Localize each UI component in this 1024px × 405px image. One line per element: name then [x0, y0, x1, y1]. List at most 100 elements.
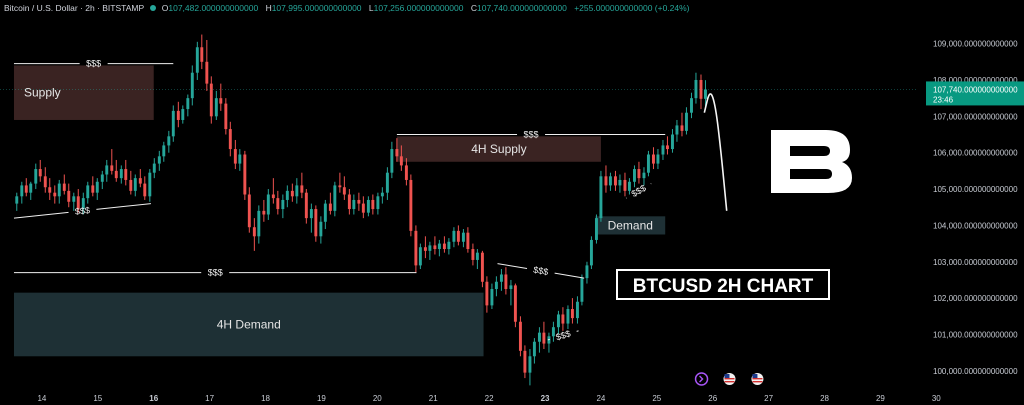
- candle: [423, 236, 427, 259]
- close-value: 107,740.000000000000: [476, 3, 567, 13]
- candle: [48, 178, 52, 200]
- candle-body: [580, 278, 584, 302]
- supply-label: Supply: [24, 86, 61, 100]
- candle-body: [604, 176, 608, 186]
- candle: [528, 349, 532, 386]
- candle-body: [243, 154, 247, 195]
- candle-body: [475, 252, 479, 260]
- candle: [167, 130, 171, 153]
- candle: [38, 159, 42, 182]
- candle: [53, 185, 57, 204]
- candle-body: [613, 176, 617, 186]
- candle-body: [181, 109, 185, 120]
- candle: [694, 72, 698, 104]
- open-label: O: [161, 3, 169, 13]
- candle-body: [257, 210, 261, 237]
- candle-body: [699, 79, 703, 99]
- candle: [347, 189, 351, 215]
- candle-body: [456, 230, 460, 242]
- candle: [43, 167, 47, 193]
- candle: [675, 119, 679, 142]
- symbol-header: Bitcoin / U.S. Dollar · 2h · BITSTAMP O1…: [4, 3, 690, 13]
- candle-body: [395, 149, 399, 157]
- candle: [532, 338, 536, 364]
- liquidity-label: $$$: [533, 265, 549, 277]
- candle: [57, 179, 61, 204]
- candle-body: [309, 209, 313, 219]
- candle: [637, 161, 641, 184]
- candle: [547, 332, 551, 353]
- candle: [190, 65, 194, 106]
- price-tick-label: 109,000.000000000000: [933, 40, 1018, 49]
- candle-body: [694, 79, 698, 99]
- candle: [665, 136, 669, 155]
- candle-body: [48, 187, 52, 193]
- candle-body: [314, 209, 318, 237]
- liquidity-label: $$$: [630, 183, 648, 199]
- candle: [300, 172, 304, 199]
- candle: [690, 92, 693, 119]
- liquidity-line: $$$: [396, 130, 666, 140]
- candle-body: [703, 89, 707, 99]
- candle: [623, 172, 627, 197]
- candle: [380, 187, 384, 204]
- candle-body: [556, 314, 560, 328]
- candle-body: [67, 190, 71, 202]
- candle-body: [328, 203, 332, 211]
- candle-body: [124, 169, 128, 180]
- candle-body: [513, 285, 517, 322]
- candle: [570, 298, 574, 324]
- time-tick-label: 19: [317, 394, 326, 403]
- liquidity-label: $$$: [86, 59, 101, 69]
- time-tick-label: 16: [149, 394, 158, 403]
- candle-body: [219, 98, 223, 104]
- candle-body: [352, 199, 356, 210]
- chart-title-box: BTCUSD 2H CHART: [616, 269, 830, 300]
- candle: [252, 218, 256, 251]
- candle-body: [252, 227, 256, 237]
- flag-stripe: [724, 378, 735, 380]
- candle: [209, 76, 213, 124]
- candle-body: [661, 145, 665, 155]
- candle-body: [162, 145, 166, 157]
- candle-body: [200, 47, 204, 62]
- candle: [627, 178, 631, 195]
- candle: [456, 225, 460, 246]
- candle: [333, 181, 337, 217]
- candle-body: [247, 194, 251, 228]
- candle: [29, 181, 33, 200]
- candle: [589, 236, 593, 270]
- candle: [580, 274, 584, 306]
- candle-body: [551, 327, 555, 337]
- candle-body: [209, 83, 213, 117]
- low-label: L: [368, 3, 374, 13]
- candle: [124, 159, 128, 186]
- candle-body: [585, 265, 589, 279]
- 4h-demand-label: 4H Demand: [217, 317, 281, 331]
- candle-body: [490, 289, 494, 306]
- candle: [20, 181, 24, 204]
- price-tick-label: 101,000.000000000000: [933, 330, 1018, 339]
- candle-body: [15, 196, 19, 204]
- candle-body: [295, 185, 299, 197]
- candle: [513, 283, 517, 328]
- candle: [656, 149, 660, 170]
- candle-body: [114, 170, 118, 179]
- candle-body: [133, 178, 137, 191]
- candle-body: [437, 243, 441, 250]
- time-tick-label: 21: [429, 394, 438, 403]
- candle-body: [281, 199, 285, 210]
- candle: [361, 196, 365, 219]
- candle-body: [656, 154, 660, 164]
- projection-curve: [703, 93, 728, 211]
- candle: [604, 165, 608, 193]
- brand-logo-icon: [771, 130, 852, 193]
- candle: [323, 199, 327, 230]
- candle-body: [143, 183, 147, 197]
- candle-body: [338, 185, 342, 188]
- candle-body: [532, 341, 536, 357]
- candle: [119, 165, 123, 184]
- time-tick-label: 22: [485, 394, 494, 403]
- candle: [276, 190, 280, 215]
